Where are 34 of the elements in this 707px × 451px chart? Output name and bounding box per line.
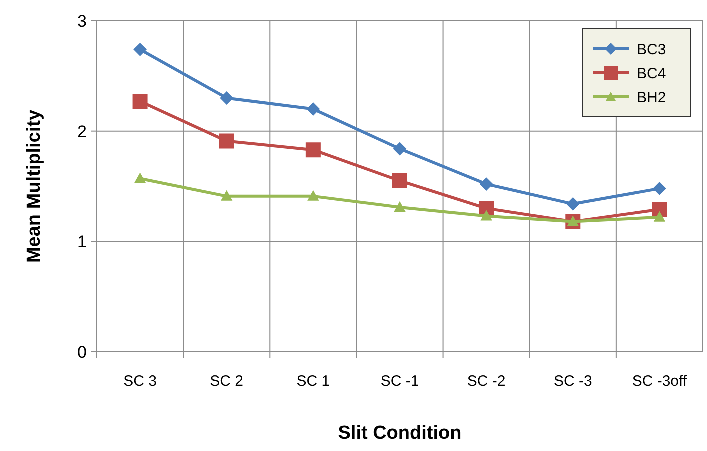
- x-axis-title: Slit Condition: [338, 423, 462, 444]
- point: [652, 202, 668, 218]
- x-tick-label: SC 3: [124, 373, 157, 390]
- point: [394, 202, 406, 212]
- point: [308, 190, 319, 201]
- point: [481, 210, 492, 221]
- y-tick-label: 2: [78, 122, 87, 142]
- point: [132, 94, 148, 110]
- y-tick-label: 0: [78, 342, 87, 362]
- point: [306, 142, 321, 158]
- point: [134, 43, 147, 56]
- x-tick-label: SC 2: [210, 373, 244, 390]
- x-tick-label: SC -3off: [632, 373, 688, 390]
- x-tick-label: SC -3: [554, 373, 592, 390]
- point: [220, 92, 234, 105]
- point: [394, 142, 406, 156]
- legend-label: BC4: [637, 65, 666, 82]
- point: [566, 198, 580, 211]
- x-tick-label: SC -2: [467, 373, 506, 390]
- point: [221, 190, 232, 201]
- point: [134, 173, 146, 184]
- point: [219, 134, 234, 149]
- point: [392, 173, 408, 188]
- x-tick-label: SC 1: [296, 373, 330, 390]
- y-tick-label: 3: [78, 12, 87, 31]
- y-axis-title: Mean Multiplicity: [24, 110, 45, 264]
- point: [480, 178, 494, 191]
- x-tick-label: SC -1: [380, 373, 420, 390]
- legend-label: BC3: [637, 41, 666, 58]
- point: [653, 182, 666, 196]
- y-tick-label: 1: [78, 232, 87, 252]
- point: [306, 102, 320, 116]
- point: [654, 212, 666, 222]
- legend-label: BH2: [637, 89, 666, 106]
